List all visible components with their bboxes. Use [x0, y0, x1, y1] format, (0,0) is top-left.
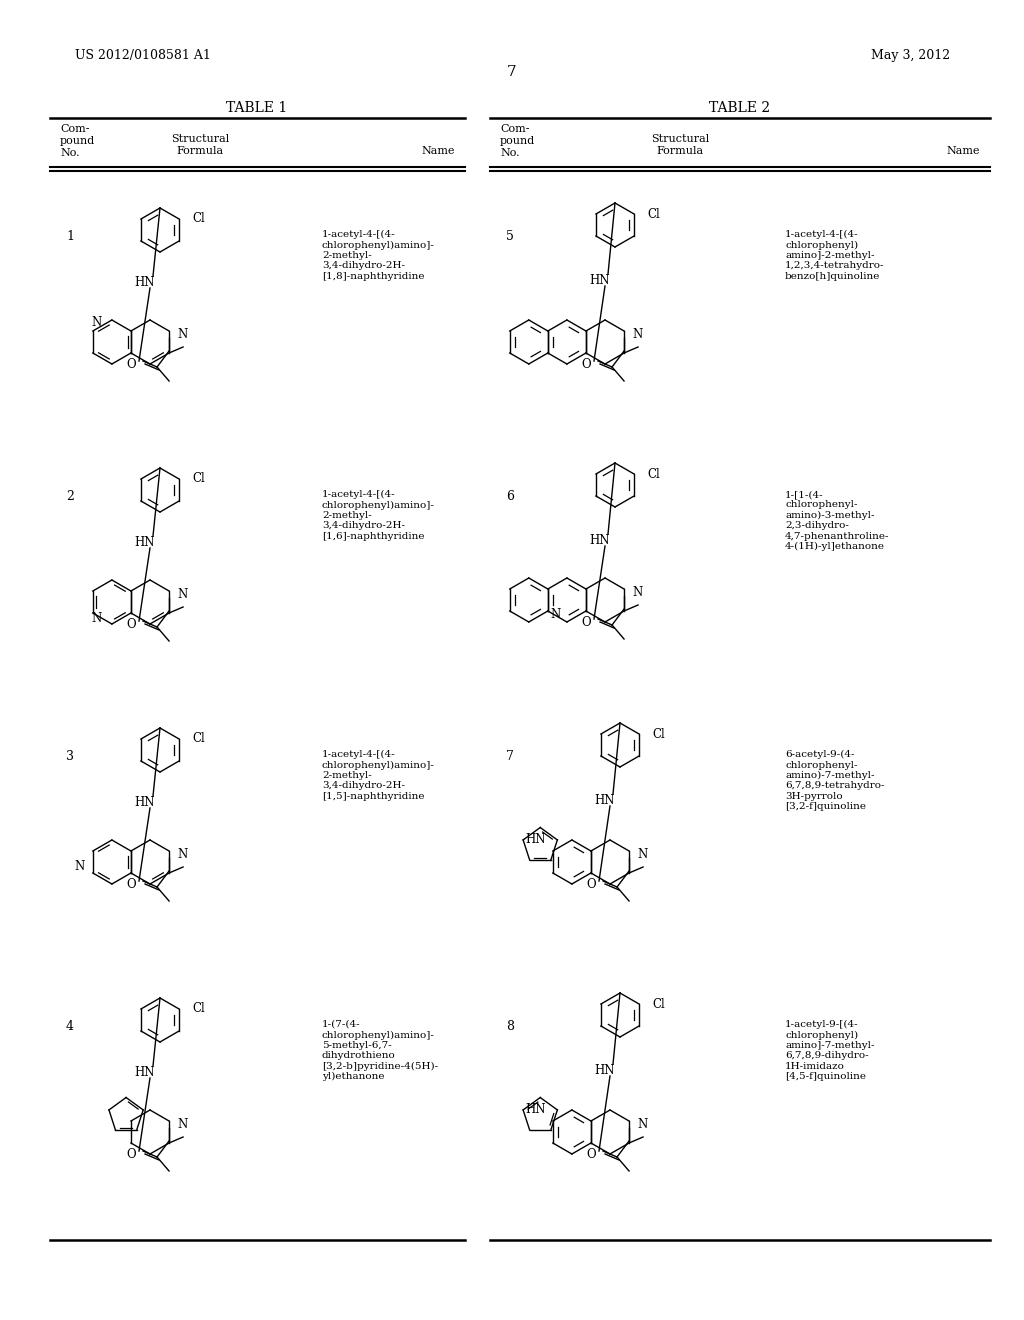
Text: HN: HN	[525, 833, 546, 846]
Text: US 2012/0108581 A1: US 2012/0108581 A1	[75, 49, 211, 62]
Text: N: N	[177, 587, 187, 601]
Text: HN: HN	[135, 796, 156, 808]
Text: N: N	[632, 327, 642, 341]
Text: N: N	[75, 861, 85, 874]
Text: Cl: Cl	[193, 1002, 205, 1015]
Text: O: O	[582, 358, 591, 371]
Text: O: O	[126, 618, 136, 631]
Text: O: O	[587, 1147, 596, 1160]
Text: HN: HN	[595, 1064, 615, 1077]
Text: Formula: Formula	[656, 147, 703, 156]
Text: 1-acetyl-4-[(4-
chlorophenyl)
amino]-2-methyl-
1,2,3,4-tetrahydro-
benzo[h]quino: 1-acetyl-4-[(4- chlorophenyl) amino]-2-m…	[785, 230, 885, 281]
Text: TABLE 2: TABLE 2	[710, 102, 771, 115]
Text: 1-acetyl-4-[(4-
chlorophenyl)amino]-
2-methyl-
3,4-dihydro-2H-
[1,8]-naphthyridi: 1-acetyl-4-[(4- chlorophenyl)amino]- 2-m…	[322, 230, 435, 281]
Text: N: N	[177, 1118, 187, 1130]
Text: pound: pound	[500, 136, 536, 147]
Text: Cl: Cl	[193, 213, 205, 226]
Text: N: N	[637, 847, 647, 861]
Text: May 3, 2012: May 3, 2012	[870, 49, 950, 62]
Text: 3: 3	[66, 750, 74, 763]
Text: 6: 6	[506, 490, 514, 503]
Text: Name: Name	[422, 147, 455, 156]
Text: TABLE 1: TABLE 1	[226, 102, 288, 115]
Text: HN: HN	[590, 273, 610, 286]
Text: 7: 7	[506, 750, 514, 763]
Text: 8: 8	[506, 1020, 514, 1034]
Text: Cl: Cl	[193, 473, 205, 486]
Text: Com-: Com-	[500, 124, 529, 135]
Text: 4: 4	[66, 1020, 74, 1034]
Text: N: N	[91, 315, 102, 329]
Text: Name: Name	[946, 147, 980, 156]
Text: 5: 5	[506, 230, 514, 243]
Text: O: O	[126, 358, 136, 371]
Text: Cl: Cl	[652, 727, 665, 741]
Text: Structural: Structural	[171, 135, 229, 144]
Text: Cl: Cl	[647, 207, 659, 220]
Text: N: N	[177, 327, 187, 341]
Text: Cl: Cl	[652, 998, 665, 1011]
Text: HN: HN	[590, 533, 610, 546]
Text: O: O	[582, 615, 591, 628]
Text: O: O	[126, 878, 136, 891]
Text: 2: 2	[67, 490, 74, 503]
Text: 7: 7	[507, 65, 517, 79]
Text: 1-acetyl-4-[(4-
chlorophenyl)amino]-
2-methyl-
3,4-dihydro-2H-
[1,6]-naphthyridi: 1-acetyl-4-[(4- chlorophenyl)amino]- 2-m…	[322, 490, 435, 541]
Text: Cl: Cl	[647, 467, 659, 480]
Text: 1-acetyl-4-[(4-
chlorophenyl)amino]-
2-methyl-
3,4-dihydro-2H-
[1,5]-naphthyridi: 1-acetyl-4-[(4- chlorophenyl)amino]- 2-m…	[322, 750, 435, 801]
Text: Formula: Formula	[176, 147, 223, 156]
Text: 1-(7-(4-
chlorophenyl)amino]-
5-methyl-6,7-
dihydrothieno
[3,2-b]pyridine-4(5H)-: 1-(7-(4- chlorophenyl)amino]- 5-methyl-6…	[322, 1020, 438, 1081]
Text: 6-acetyl-9-(4-
chlorophenyl-
amino)-7-methyl-
6,7,8,9-tetrahydro-
3H-pyrrolo
[3,: 6-acetyl-9-(4- chlorophenyl- amino)-7-me…	[785, 750, 885, 812]
Text: HN: HN	[595, 793, 615, 807]
Text: 1-[1-(4-
chlorophenyl-
amino)-3-methyl-
2,3-dihydro-
4,7-phenanthroline-
4-(1H)-: 1-[1-(4- chlorophenyl- amino)-3-methyl- …	[785, 490, 890, 552]
Text: 1: 1	[66, 230, 74, 243]
Text: N: N	[551, 607, 561, 620]
Text: N: N	[91, 611, 102, 624]
Text: HN: HN	[525, 1104, 546, 1117]
Text: HN: HN	[135, 276, 156, 289]
Text: 1-acetyl-9-[(4-
chlorophenyl)
amino]-7-methyl-
6,7,8,9-dihydro-
1H-imidazo
[4,5-: 1-acetyl-9-[(4- chlorophenyl) amino]-7-m…	[785, 1020, 874, 1081]
Text: HN: HN	[135, 536, 156, 549]
Text: N: N	[637, 1118, 647, 1130]
Text: No.: No.	[500, 148, 519, 158]
Text: Com-: Com-	[60, 124, 89, 135]
Text: O: O	[587, 878, 596, 891]
Text: Cl: Cl	[193, 733, 205, 746]
Text: Structural: Structural	[651, 135, 710, 144]
Text: pound: pound	[60, 136, 95, 147]
Text: N: N	[177, 847, 187, 861]
Text: O: O	[126, 1147, 136, 1160]
Text: N: N	[632, 586, 642, 598]
Text: HN: HN	[135, 1065, 156, 1078]
Text: No.: No.	[60, 148, 80, 158]
